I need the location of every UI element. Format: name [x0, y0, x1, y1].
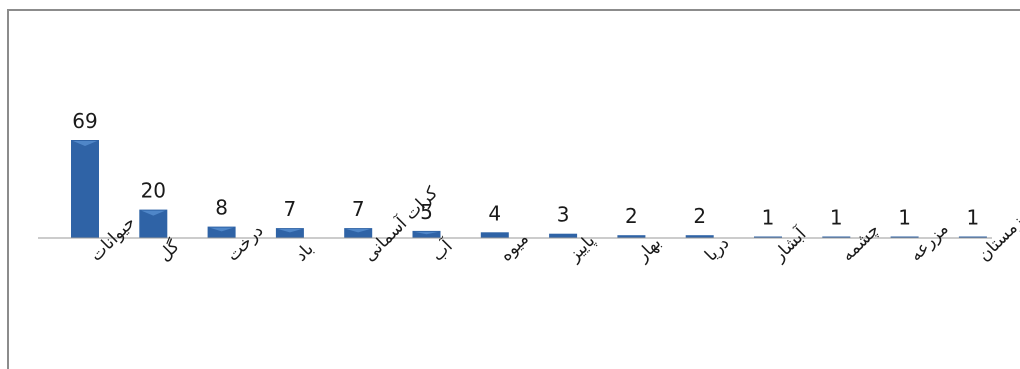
data-label-6: 5: [420, 200, 433, 224]
data-label-10: 2: [693, 204, 706, 228]
category-label-12: چشمه: [838, 220, 884, 266]
bar-13: [890, 236, 919, 238]
bar-12: [822, 236, 851, 238]
bar-bevel-2: [141, 210, 166, 216]
bar-10: [685, 235, 714, 238]
data-label-4: 7: [284, 197, 297, 221]
category-label-6: آب: [426, 234, 457, 265]
data-label-7: 4: [488, 201, 501, 225]
bar-6: [412, 230, 441, 238]
category-label-4: باد: [291, 239, 318, 266]
chart-frame-left-border: [7, 9, 9, 369]
bar-9: [617, 235, 646, 238]
data-label-13: 1: [898, 206, 911, 230]
data-label-5: 7: [352, 197, 365, 221]
data-label-11: 1: [762, 206, 775, 230]
data-label-12: 1: [830, 206, 843, 230]
data-label-9: 2: [625, 204, 638, 228]
bar-bevel-4: [277, 229, 302, 233]
data-label-2: 20: [141, 179, 166, 203]
category-label-2: گل: [154, 235, 184, 265]
bar-7: [480, 232, 509, 238]
data-label-1: 69: [72, 109, 97, 133]
bar-8: [549, 233, 578, 238]
category-label-13: مزرعه: [906, 219, 953, 266]
bar-3: [207, 226, 236, 238]
bar-14: [958, 236, 987, 238]
chart-frame-top-border: [7, 9, 1020, 11]
bar-1: [71, 140, 99, 238]
data-label-14: 1: [967, 206, 980, 230]
value-labels-group: 69 20 8 7 7 5 4 3 2 2 1 1 1 1: [72, 109, 979, 230]
bar-bevel-1: [73, 141, 97, 146]
bar-bevel-5: [346, 229, 371, 233]
bar-bevel-3: [209, 227, 234, 232]
data-label-8: 3: [557, 203, 570, 227]
bar-4: [275, 228, 304, 238]
data-label-3: 8: [215, 196, 228, 220]
bars-group: [71, 140, 987, 238]
bar-11: [754, 236, 782, 238]
bar-bevel-6: [414, 231, 439, 235]
bar-5: [344, 228, 373, 238]
category-label-14: زمستان: [974, 212, 1020, 265]
